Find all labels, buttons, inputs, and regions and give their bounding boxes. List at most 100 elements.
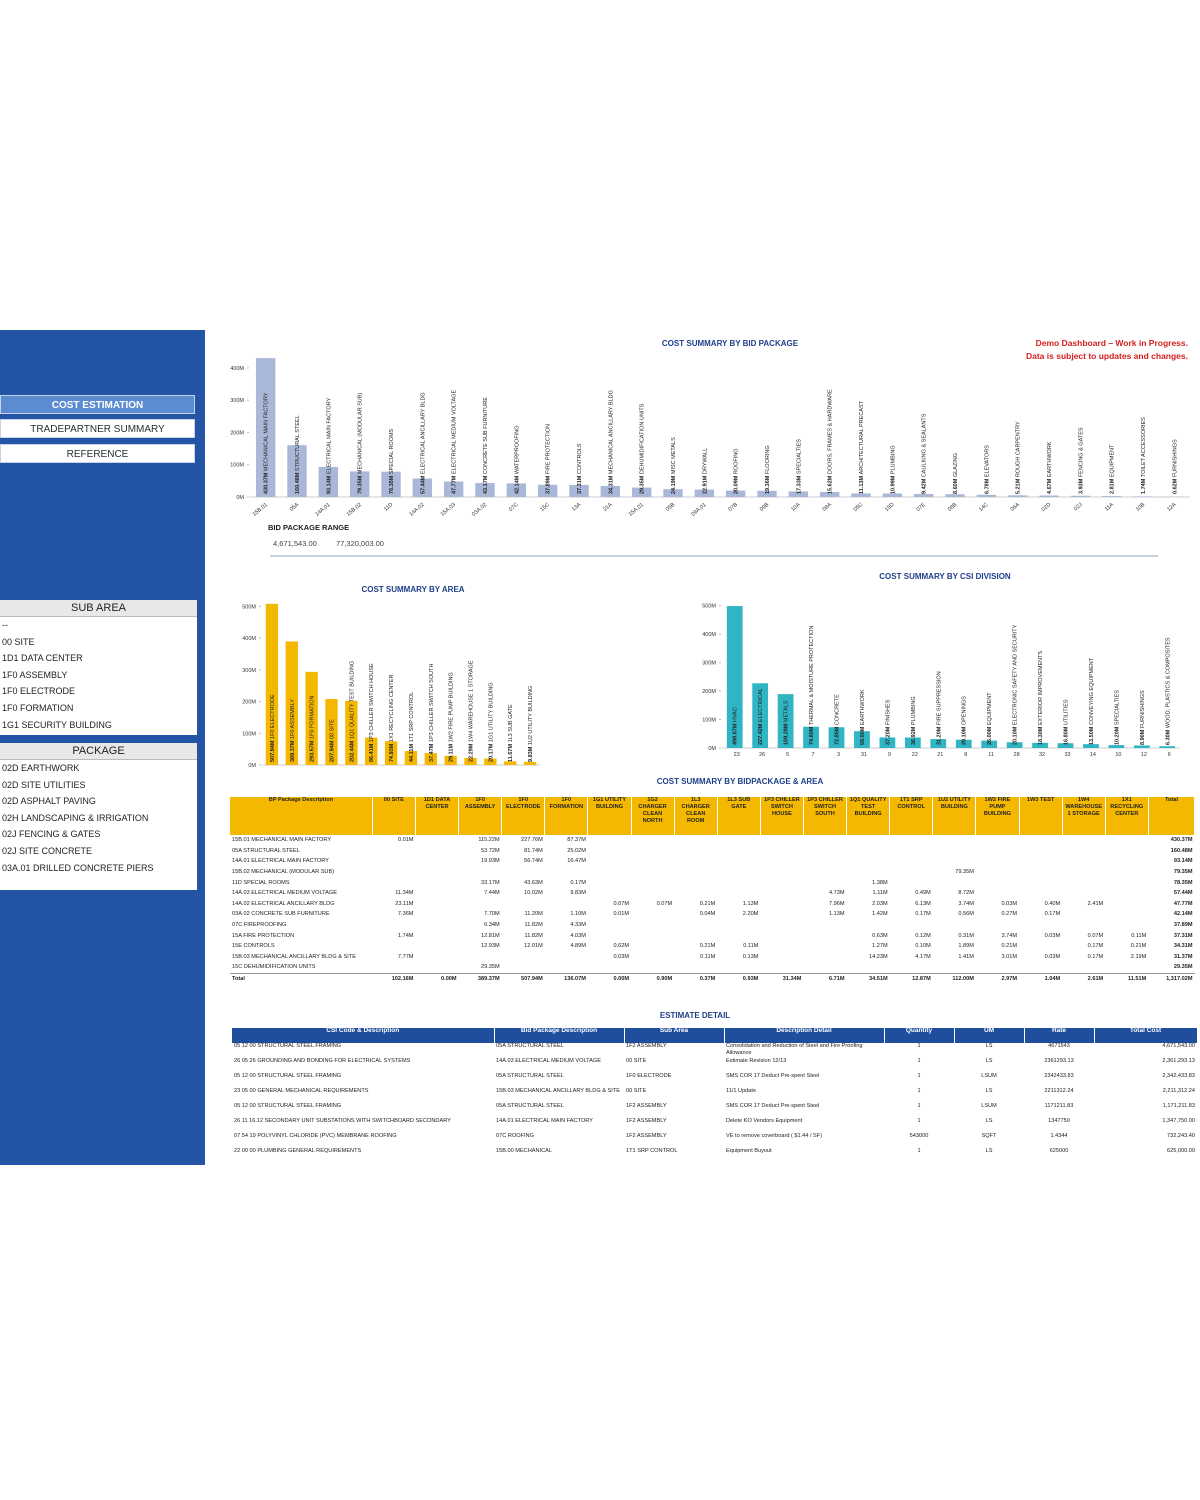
cell [1105,909,1148,920]
list-item[interactable]: 02J FENCING & GATES [2,829,101,840]
cell: 15B.01 MECHANICAL MAIN FACTORY [232,837,332,844]
bar [1133,745,1150,748]
value-label: 3.93M [1078,478,1084,494]
cell: 0.03M [1044,932,1061,939]
cell: 81.74M [524,847,543,854]
x-tick-label: 13A [571,502,583,513]
cell: 1.10M [570,911,586,918]
list-item[interactable]: 00 SITE [2,636,35,647]
nav-button[interactable]: COST ESTIMATION [0,395,195,414]
value-label: 11.67M [508,744,514,762]
cell: 0.07M [613,900,630,907]
y-tick-label: 300M [242,668,256,674]
cell [890,846,933,857]
list-item[interactable]: 02D ASPHALT PAVING [2,796,96,807]
cell: 1.41M [958,953,974,960]
bar-label: 18.30M EXTERIOR IMPROVEMENTS [1038,651,1044,745]
cell [631,930,674,941]
bar-description: HVAC [733,707,739,722]
row: 05A STRUCTURAL STEEL 53.72M 81.74M 25.02M 16… [230,846,1195,857]
list-item[interactable]: 1D1 DATA CENTER [2,653,83,664]
value-label: 2.81M [1110,478,1116,494]
cell: 389.37M [458,972,502,985]
value-label: 507.94M [270,740,276,762]
list-item[interactable]: -- [2,620,8,630]
cell: 1F2 ASSEMBLY [626,1043,667,1049]
y-tick-label: 0M [708,746,716,752]
bar [1007,495,1028,497]
cell: VE to remove coverboard ( $1.44 / SF) [726,1133,823,1139]
cell [674,962,717,973]
nav-button[interactable]: TRADEPARTNER SUMMARY [0,419,195,438]
x-tick-label: 23 [734,752,740,758]
cell [1019,877,1062,888]
bar [1070,495,1091,497]
list-item[interactable]: 1G1 SECURITY BUILDING [2,719,112,730]
cell: Delete KO Vendors Equipment [726,1118,803,1124]
x-tick-label: 12A [1166,502,1178,513]
x-tick-label: 33 [1064,752,1070,758]
list-item[interactable]: 02J SITE CONCRETE [2,845,93,856]
cell: 26 05 26 GROUNDING AND BONDING FOR ELECT… [234,1058,411,1064]
bar-label: 37.89M FIRE PROTECTION [546,424,552,494]
cell: 23 05 00 GENERAL MECHANICAL REQUIREMENTS [234,1088,369,1094]
list-item[interactable]: 02H LANDSCAPING & IRRIGATION [2,812,149,823]
cell: 2342433.83 [1044,1073,1074,1079]
chart-title: COST SUMMARY BY BID PACKAGE [662,339,799,348]
cell: 2211312.24 [1044,1088,1074,1094]
list-item[interactable]: 1F0 FORMATION [2,702,74,713]
bar [381,471,401,497]
x-tick-label: 28 [1014,752,1020,758]
bar-label: 31.20M FIRE SUPPRESSION [936,671,942,745]
cell: LSUM [981,1103,997,1109]
nav-button[interactable]: REFERENCE [0,444,195,463]
bar-description: PLUMBING [890,445,896,474]
cell: 0.17M [1044,911,1061,918]
cell: 05 12 00 STRUCTURAL STEEL FRAMING [234,1103,342,1109]
cell [1062,856,1105,867]
bar [904,737,921,748]
cell: 1,347,750.00 [1162,1118,1195,1124]
list-item[interactable]: 1F0 ELECTRODE [2,686,76,697]
bar-description: STRUCTURAL STEEL [295,415,301,471]
bar-category: 1P3 CHILLER SWITCH HOUSE [369,663,375,742]
cell [545,867,588,878]
cell [847,856,890,867]
row: 14A.01 ELECTRICAL MAIN FACTORY 19.93M 56.7… [230,856,1195,867]
cell [760,877,803,888]
value-label: 93.14M [326,475,332,494]
x-tick-label: 11 [988,752,994,758]
header-cell: BP Package Description [230,797,373,835]
cell: 14A.03 ELECTRICAL MEDIUM VOLTAGE [496,1058,601,1064]
bar [404,751,418,765]
cell: LS [985,1058,993,1064]
list-item[interactable]: 03A.01 DRILLED CONCRETE PIERS [2,862,154,873]
cell [372,867,415,878]
list-item[interactable]: 02D SITE UTILITIES [2,779,86,790]
row: 11D SPECIAL ROOMS 33.17M 43.63M 0.17M 1.38M 7… [230,877,1195,888]
list-item[interactable]: 02D EARTHWORK [2,763,80,773]
x-tick-label: 06A [1010,502,1022,513]
cell [1062,920,1105,931]
cell [588,835,631,846]
value-label: 4.67M [1047,478,1053,494]
cell: 7.36M [397,911,414,918]
cell [631,856,674,867]
cell: LS [985,1148,993,1154]
cell: 15B.03 MECHANICAL ANCILLARY BLDG & SITE [232,953,356,960]
cell: 37.89M [1173,922,1193,929]
value-label: 20.17M [488,743,494,762]
bar-label: 74.80M THERMAL & MOISTURE PROTECTION [809,626,815,745]
bar-description: EXTERIOR IMPROVEMENTS [1038,651,1044,726]
header-cell: 1X1 RECYCLING CENTER [1105,797,1149,835]
cell: 0.11M [1131,932,1147,939]
cell: 79.35M [1173,869,1193,876]
cell: 05A STRUCTURAL STEEL [496,1103,564,1109]
bar-description: EQUIPMENT [987,692,993,725]
cell [588,867,631,878]
header-row: CSI Code & Description Bid Package Descri… [232,1028,1198,1043]
list-item[interactable]: 1F0 ASSEMBLY [2,669,68,680]
cell [803,941,846,952]
value-label: 72.85M [835,726,841,745]
bar-label: 74.93M 1X1 RECYCLING CENTER [389,675,395,762]
